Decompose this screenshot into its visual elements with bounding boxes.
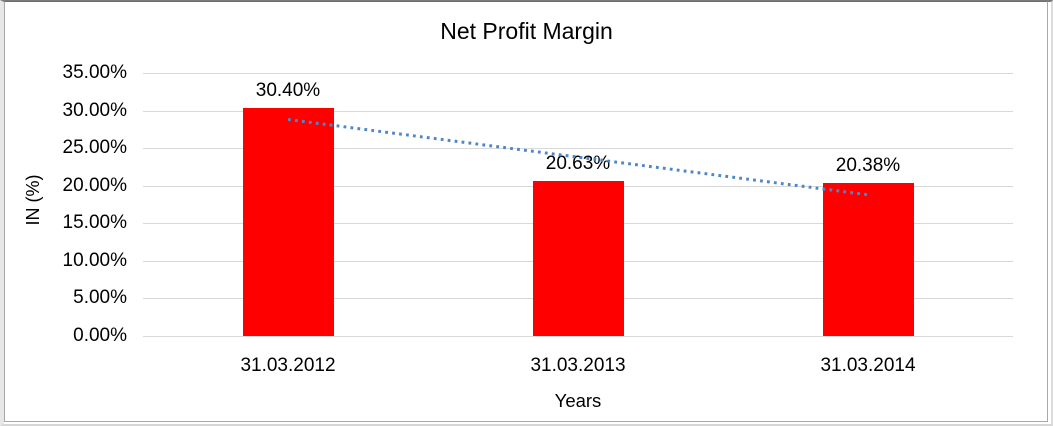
- bar: [822, 182, 914, 336]
- bar: [532, 180, 624, 336]
- y-gridline: [143, 73, 1013, 74]
- bar: [242, 107, 334, 336]
- bar-data-label: 20.38%: [835, 154, 901, 176]
- y-tick-label: 20.00%: [62, 174, 127, 196]
- y-tick-label: 30.00%: [62, 99, 127, 121]
- x-tick-label: 31.03.2012: [240, 355, 336, 376]
- x-axis-title: Years: [554, 390, 602, 411]
- y-tick-label: 15.00%: [62, 212, 127, 234]
- y-tick-label: 35.00%: [62, 62, 127, 83]
- bar-data-label: 20.63%: [545, 152, 611, 174]
- y-tick-label: 10.00%: [62, 249, 127, 271]
- y-tick-label: 0.00%: [73, 325, 127, 346]
- x-tick-label: 31.03.2013: [530, 355, 626, 376]
- y-gridline: [143, 336, 1013, 337]
- y-tick-label: 5.00%: [73, 287, 127, 309]
- y-tick-label: 25.00%: [62, 137, 127, 159]
- x-tick-label: 31.03.2014: [820, 355, 916, 376]
- chart-title: Net Profit Margin: [440, 18, 613, 44]
- bar-data-label: 30.40%: [255, 79, 321, 101]
